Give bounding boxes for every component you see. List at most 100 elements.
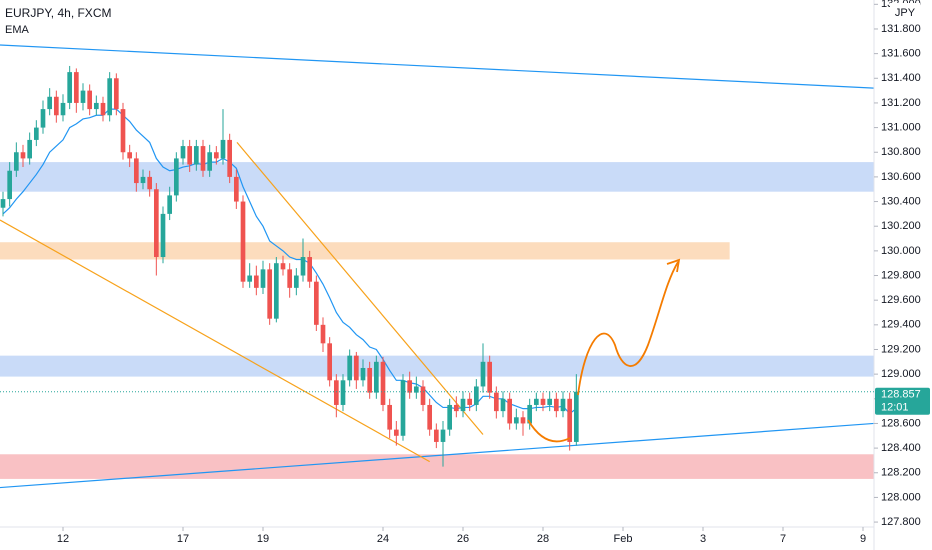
candle-body [447, 404, 452, 430]
candle-body [574, 391, 579, 442]
candle-body [20, 152, 26, 159]
candle-body [174, 158, 179, 196]
trend-line [236, 141, 484, 435]
candle-body [34, 127, 39, 140]
candle-body [74, 72, 79, 103]
candle-body [287, 269, 292, 288]
candle-body [520, 417, 526, 424]
candle-body [367, 367, 372, 393]
candle-body [234, 176, 239, 202]
hand-drawn-cup [527, 419, 571, 443]
y-tick-label: 130.000 [881, 245, 921, 257]
x-tick-label: 7 [780, 533, 786, 545]
candle-body [514, 417, 519, 424]
candle-body [227, 139, 232, 177]
candle-body [0, 199, 6, 208]
candle-body [60, 102, 66, 116]
candle-body [360, 367, 366, 381]
candle-body [47, 96, 52, 110]
candle-body [200, 146, 206, 171]
y-tick-label: 131.000 [881, 121, 921, 133]
x-tick-label: 3 [700, 533, 706, 545]
trend-line [0, 422, 875, 489]
y-tick-label: 129.400 [881, 319, 921, 331]
candle-body [567, 398, 572, 442]
candle-body [407, 380, 412, 393]
y-tick-label: 131.200 [881, 97, 921, 109]
candle-body [347, 355, 352, 381]
candle-body [40, 109, 46, 128]
y-tick-label: 128.600 [881, 417, 921, 429]
candle-body [314, 281, 319, 325]
candle-body [507, 398, 512, 424]
candle-body [320, 324, 326, 344]
y-tick-label: 131.600 [881, 48, 921, 60]
y-tick-label: 129.000 [881, 368, 921, 380]
candle-body [427, 404, 432, 430]
x-tick-label: 17 [177, 533, 189, 545]
candle-body [414, 386, 419, 393]
zone [0, 355, 874, 377]
candle-body [494, 392, 499, 412]
x-tick-label: 19 [257, 533, 269, 545]
candle-body [454, 404, 459, 412]
y-tick-label: 129.800 [881, 269, 921, 281]
candle-body [327, 343, 332, 381]
candle-body [7, 170, 12, 200]
candle-body [380, 361, 386, 405]
zone [0, 454, 874, 479]
candle-body [154, 189, 159, 258]
candle-body [27, 139, 32, 159]
y-tick-label: 129.200 [881, 343, 921, 355]
candle-body [134, 158, 139, 184]
candle-body [80, 90, 86, 103]
candle-body [554, 398, 559, 412]
y-tick-label: 131.400 [881, 72, 921, 84]
candle-body [114, 78, 119, 110]
currency-label: JPY [895, 7, 916, 19]
candle-body [480, 361, 486, 387]
y-tick-label: 130.200 [881, 220, 921, 232]
candle-body [127, 152, 132, 159]
candle-body [300, 257, 306, 276]
symbol-title: EURJPY, 4h, FXCM [5, 6, 111, 20]
candle-body [87, 90, 92, 110]
y-tick-label: 130.600 [881, 171, 921, 183]
candle-body [140, 176, 146, 184]
candle-body [474, 386, 479, 405]
candle-body [560, 398, 566, 412]
candle-body [214, 152, 219, 159]
candle-body [294, 275, 299, 288]
y-tick-label: 129.600 [881, 294, 921, 306]
candle-body [54, 96, 59, 116]
candle-body [280, 263, 286, 270]
candle-body [354, 355, 359, 381]
price-axis-bg [874, 0, 932, 550]
candle-body [534, 398, 539, 405]
y-tick-label: 130.800 [881, 146, 921, 158]
candle-body [207, 152, 212, 171]
projection-arrow [577, 261, 679, 396]
candle-body [434, 429, 439, 442]
trend-line [0, 44, 875, 89]
candle-body [100, 102, 106, 116]
candle-body [500, 398, 506, 412]
candle-body [247, 275, 252, 282]
candle-body [180, 146, 186, 159]
x-tick-label: 24 [377, 533, 389, 545]
candle-body [267, 269, 272, 319]
candle-body [94, 102, 99, 110]
candle-body [394, 429, 399, 436]
x-tick-label: 12 [57, 533, 69, 545]
candle-body [307, 257, 312, 282]
zone [0, 242, 730, 260]
candle-body [374, 361, 379, 393]
x-tick-label: Feb [614, 533, 633, 545]
y-tick-label: 128.000 [881, 491, 921, 503]
zones-layer [0, 162, 874, 479]
candle-body [334, 380, 339, 405]
candle-body [187, 146, 192, 165]
